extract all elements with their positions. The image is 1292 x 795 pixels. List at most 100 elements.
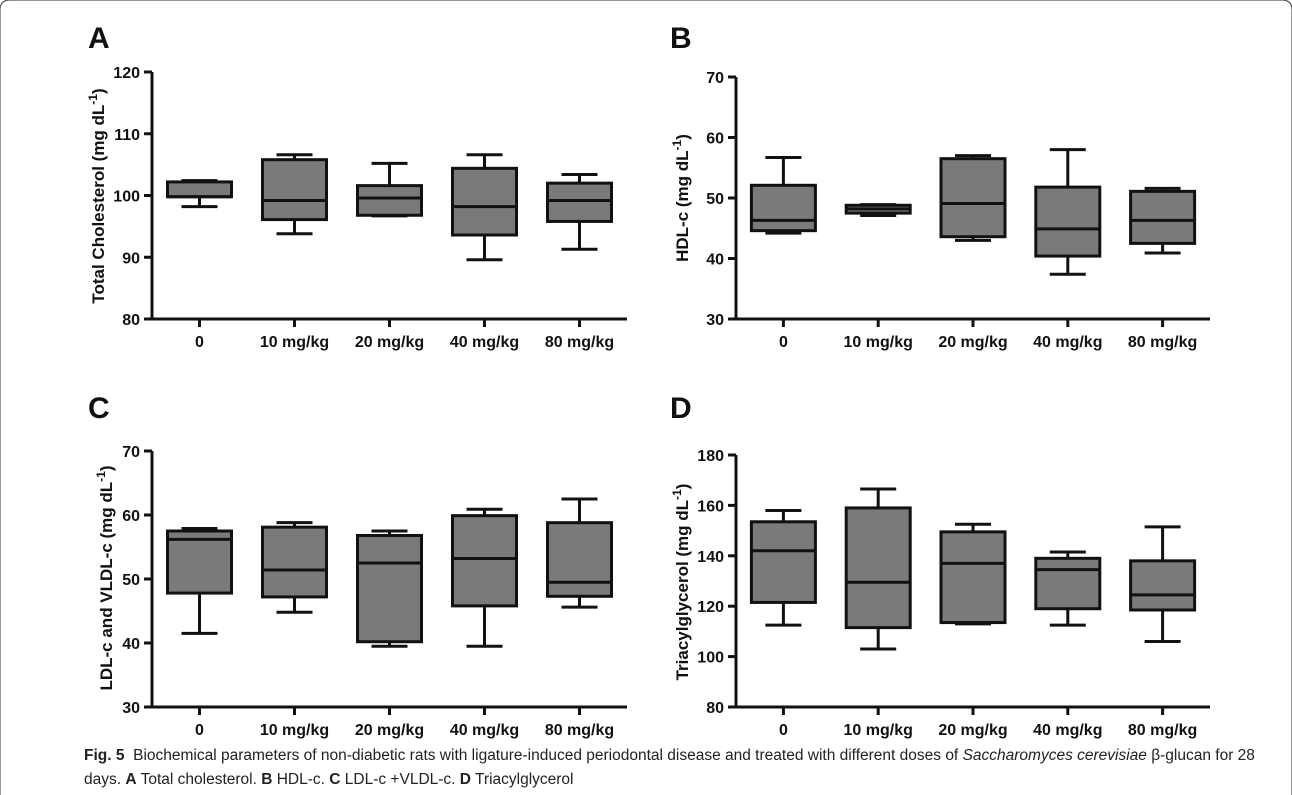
box-iqr xyxy=(261,525,328,599)
y-tick-label: 180 xyxy=(697,448,724,465)
box-chart-total-cholesterol: 80 90 100 110 120 Total Cholesterol (mg dL-1)… xyxy=(86,65,627,351)
box-3 xyxy=(939,522,1007,626)
box-iqr xyxy=(451,514,518,608)
box-2 xyxy=(844,203,912,218)
x-tick-label: 0 xyxy=(195,722,204,739)
box-1 xyxy=(749,155,817,235)
box-1 xyxy=(166,179,233,209)
panel-letter-b: B xyxy=(670,22,692,55)
panel-letter-d: D xyxy=(670,392,692,425)
caption-letter-b: B xyxy=(261,771,273,788)
y-tick-label: 140 xyxy=(697,549,724,566)
box-chart-ldl-vldl: 30 40 50 60 70 LDL-c and VLDL-c (mg dL-1) 0 10 … xyxy=(94,444,627,739)
box-1 xyxy=(749,508,817,627)
box-iqr xyxy=(1129,559,1197,612)
box-4 xyxy=(1034,550,1102,627)
caption-part-d: Triacylglycerol xyxy=(470,771,574,788)
box-5 xyxy=(546,497,613,609)
box-iqr xyxy=(546,521,613,598)
box-3 xyxy=(356,161,423,218)
box-iqr xyxy=(939,530,1007,625)
y-tick-label: 80 xyxy=(122,312,140,329)
caption-letter-c: C xyxy=(329,771,341,788)
y-tick-label: 30 xyxy=(706,312,724,329)
x-tick-label: 0 xyxy=(779,722,788,739)
box-iqr xyxy=(1034,556,1102,611)
box-iqr xyxy=(166,529,233,595)
panel-letter-a: A xyxy=(88,22,110,55)
x-tick-label: 80 mg/kg xyxy=(545,722,614,739)
caption-label: Fig. 5 xyxy=(84,747,125,764)
x-tick-label: 0 xyxy=(779,334,788,351)
y-tick-label: 60 xyxy=(706,131,724,148)
y-tick-label: 90 xyxy=(122,250,140,267)
y-axis-label: LDL-c and VLDL-c (mg dL-1) xyxy=(94,465,116,690)
x-tick-label: 10 mg/kg xyxy=(260,334,329,351)
caption-letter-a: A xyxy=(125,771,137,788)
box-iqr xyxy=(749,183,817,233)
box-iqr xyxy=(546,181,613,223)
y-tick-label: 160 xyxy=(697,498,724,515)
box-iqr xyxy=(844,506,912,630)
y-tick-label: 30 xyxy=(122,700,140,717)
caption-text-1: Biochemical parameters of non-diabetic r… xyxy=(133,747,963,764)
y-tick-label: 70 xyxy=(122,444,140,461)
y-tick-label: 120 xyxy=(697,599,724,616)
box-iqr xyxy=(451,166,518,237)
caption-part-a: Total cholesterol. xyxy=(136,771,262,788)
y-tick-label: 60 xyxy=(122,508,140,525)
box-iqr xyxy=(1034,185,1102,258)
figure-caption: Fig. 5 Biochemical parameters of non-dia… xyxy=(84,744,1284,792)
box-1 xyxy=(166,526,233,635)
x-tick-label: 10 mg/kg xyxy=(844,722,913,739)
box-4 xyxy=(451,507,518,648)
y-tick-label: 80 xyxy=(706,700,724,717)
x-tick-label: 40 mg/kg xyxy=(450,722,519,739)
x-tick-label: 0 xyxy=(195,334,204,351)
box-iqr xyxy=(261,158,328,222)
box-chart-triacylglycerol: 80 100 120 140 160 180 Triacylglycerol (mg dL-… xyxy=(670,448,1210,739)
box-chart-hdl: 30 40 50 60 70 HDL-c (mg dL-1) 0 10 mg/kg 20 mg/… xyxy=(670,70,1210,351)
x-tick-label: 20 mg/kg xyxy=(355,334,424,351)
y-tick-label: 100 xyxy=(113,189,140,206)
box-4 xyxy=(1034,148,1102,276)
caption-text-2: β-glucan for 28 days. xyxy=(84,747,1255,788)
box-2 xyxy=(261,153,328,236)
x-tick-label: 40 mg/kg xyxy=(1033,334,1102,351)
x-tick-label: 20 mg/kg xyxy=(938,334,1007,351)
y-axis-label: Triacylglycerol (mg dL-1) xyxy=(670,484,692,681)
x-tick-label: 40 mg/kg xyxy=(1033,722,1102,739)
y-axis-label: Total Cholesterol (mg dL-1) xyxy=(86,88,108,303)
box-4 xyxy=(451,153,518,262)
y-tick-label: 40 xyxy=(706,252,724,269)
x-tick-label: 40 mg/kg xyxy=(450,334,519,351)
y-tick-label: 120 xyxy=(113,65,140,82)
box-iqr xyxy=(749,520,817,604)
box-iqr xyxy=(356,184,423,217)
y-tick-label: 70 xyxy=(706,70,724,87)
box-5 xyxy=(1129,186,1197,255)
y-tick-label: 110 xyxy=(114,127,140,144)
x-tick-label: 20 mg/kg xyxy=(938,722,1007,739)
box-2 xyxy=(261,521,328,614)
panel-letter-c: C xyxy=(88,392,110,425)
box-iqr xyxy=(1129,189,1197,245)
box-3 xyxy=(939,154,1007,242)
x-tick-label: 10 mg/kg xyxy=(260,722,329,739)
y-tick-label: 50 xyxy=(122,572,140,589)
box-5 xyxy=(1129,525,1197,643)
box-iqr xyxy=(356,533,423,644)
y-axis-label: HDL-c (mg dL-1) xyxy=(670,134,692,262)
caption-letter-d: D xyxy=(459,771,471,788)
x-tick-label: 80 mg/kg xyxy=(1128,334,1197,351)
x-tick-label: 80 mg/kg xyxy=(1128,722,1197,739)
caption-species: Saccharomyces cerevisiae xyxy=(962,747,1147,764)
caption-part-c: LDL-c +VLDL-c. xyxy=(340,771,460,788)
box-5 xyxy=(546,173,613,251)
box-3 xyxy=(356,529,423,648)
box-iqr xyxy=(939,157,1007,239)
y-tick-label: 50 xyxy=(706,191,724,208)
y-tick-label: 100 xyxy=(697,650,724,667)
x-tick-label: 80 mg/kg xyxy=(545,334,614,351)
x-tick-label: 20 mg/kg xyxy=(355,722,424,739)
